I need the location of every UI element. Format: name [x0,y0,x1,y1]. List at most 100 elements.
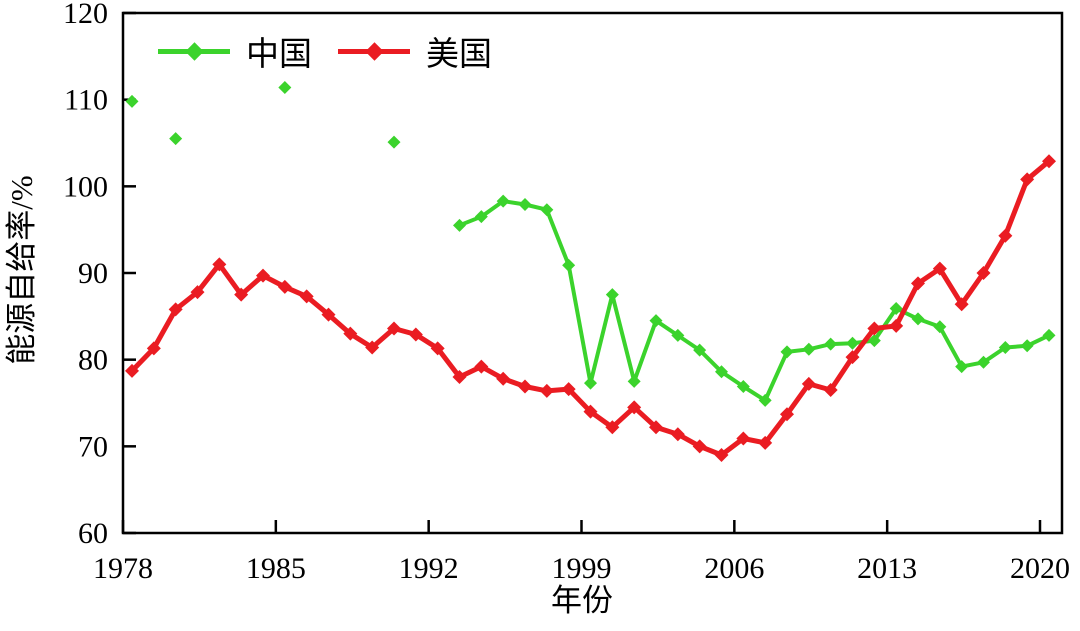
china-marker [889,302,903,316]
legend-item-usa: 美国 [338,27,492,75]
usa-marker [823,383,838,397]
y-tick-label: 120 [63,0,108,30]
x-tick-label: 2006 [704,552,764,585]
usa-marker [911,276,925,291]
chart-legend: 中国 美国 [158,27,492,75]
china-line [457,199,1051,403]
china-marker [387,135,401,149]
usa-marker [299,289,314,304]
x-tick-label: 1978 [93,552,153,585]
usa-marker [146,341,161,356]
x-tick-label: 2013 [857,552,917,585]
china-marker [998,341,1012,355]
y-tick-label: 80 [78,344,108,377]
usa-marker [627,400,642,415]
usa-marker [780,407,794,422]
legend-label-china: 中国 [246,37,312,73]
usa-marker [605,420,620,435]
y-axis-title: 能源自给率/% [3,175,39,365]
china-marker [649,314,663,328]
china-marker [540,203,554,217]
china-marker [562,258,576,272]
usa-marker [998,228,1013,243]
china-marker [518,198,532,212]
y-tick-label: 100 [63,170,108,203]
china-line-marker-swatch [158,41,230,61]
china-marker [955,360,969,374]
china-marker [474,210,488,224]
usa-marker [496,371,511,386]
china-marker [911,312,925,326]
usa-marker [889,318,904,333]
usa-marker [474,359,489,374]
usa-marker [321,307,336,322]
usa-marker [387,321,401,336]
usa-marker [801,376,816,391]
x-tick-label: 1985 [246,552,306,585]
legend-label-usa: 美国 [426,37,492,73]
usa-marker [365,340,380,355]
usa-marker [758,435,773,450]
china-marker [1020,339,1034,353]
usa-marker [954,297,969,312]
usa-marker [561,382,576,397]
china-marker [169,132,183,146]
china-marker [824,337,838,351]
china-marker [278,81,292,95]
usa-marker [539,383,554,398]
usa-marker [1020,172,1035,187]
usa-line-marker-swatch [338,41,410,61]
x-tick-label: 1992 [399,552,459,585]
usa-marker [867,321,882,336]
usa-marker [714,448,729,462]
china-marker [605,288,619,302]
y-tick-label: 60 [78,517,108,550]
usa-marker [408,327,423,342]
usa-marker [190,285,205,300]
y-tick-label: 110 [64,84,108,117]
y-tick-label: 90 [78,257,108,290]
china-marker [125,94,139,108]
usa-marker [256,268,270,283]
usa-marker [518,379,532,394]
y-tick-label: 70 [78,430,108,463]
x-tick-label: 2020 [1010,552,1070,585]
usa-marker [1042,154,1056,169]
usa-marker [125,363,139,378]
china-marker [693,343,707,357]
usa-marker [649,420,663,435]
china-marker [846,336,859,350]
china-marker [758,393,772,407]
china-marker [1042,328,1056,342]
china-marker [496,194,510,208]
x-axis-title: 年份 [551,583,613,618]
china-marker [933,320,947,334]
usa-marker [234,287,249,302]
china-marker [736,380,750,394]
china-marker [453,218,466,232]
china-marker [584,376,597,390]
usa-marker [212,257,227,272]
china-marker [715,365,728,379]
usa-marker [583,404,598,419]
usa-marker [168,302,183,317]
usa-marker [343,326,358,341]
usa-marker [976,266,991,280]
usa-marker [736,431,751,446]
usa-marker [277,279,292,294]
china-marker [977,355,990,369]
china-marker [780,345,794,359]
x-tick-label: 1999 [552,552,612,585]
usa-marker [845,350,860,365]
usa-marker [670,427,685,442]
usa-marker [932,261,947,276]
china-marker [627,374,641,388]
china-marker [671,328,685,342]
legend-item-china: 中国 [158,27,312,75]
usa-marker [692,439,707,454]
china-marker [802,342,816,356]
usa-marker [430,341,445,356]
usa-marker [452,370,467,384]
